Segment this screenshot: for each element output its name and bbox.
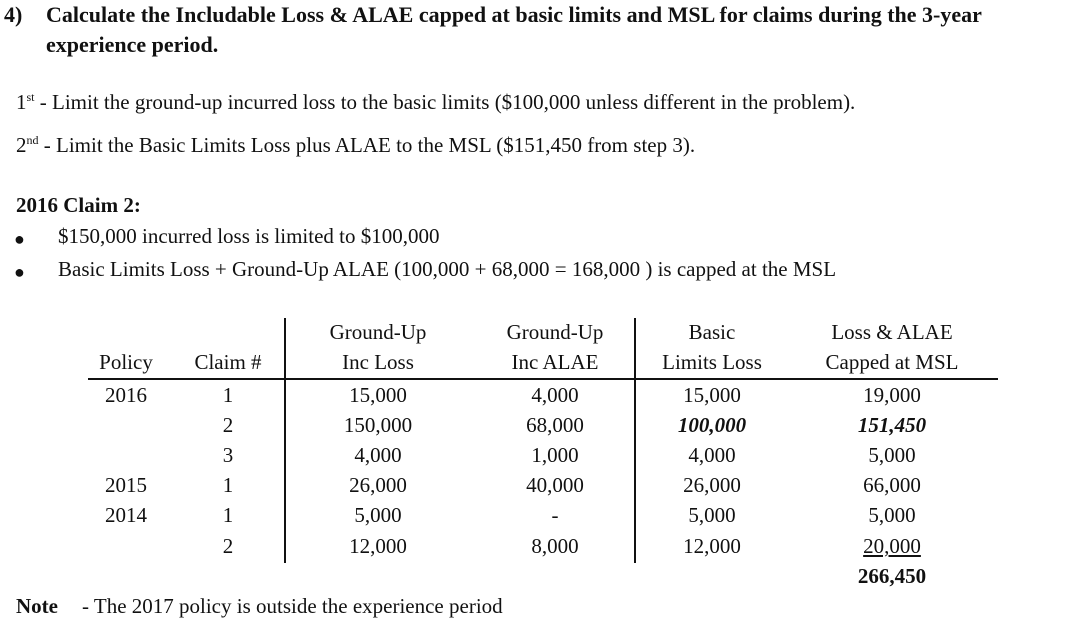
column-divider [284, 318, 286, 563]
cell-policy: 2016 [105, 383, 147, 407]
header-claim-number: Claim # [194, 350, 262, 374]
question-text-line2: experience period. [46, 32, 219, 57]
bullet-icon: ● [14, 229, 25, 249]
cell-basic-loss: 5,000 [688, 503, 736, 527]
cell-gu-alae: 4,000 [531, 383, 579, 407]
cell-basic-loss: 15,000 [683, 383, 741, 407]
step-1-text: - Limit the ground-up incurred loss to t… [34, 90, 856, 114]
cell-gu-loss: 12,000 [349, 534, 407, 558]
cell-claim: 2 [222, 413, 234, 437]
cell-gu-alae: 40,000 [526, 473, 584, 497]
cell-capped: 5,000 [868, 503, 916, 527]
cell-claim: 2 [222, 534, 234, 558]
cell-gu-loss: 5,000 [354, 503, 402, 527]
cell-policy: 2015 [105, 473, 147, 497]
header-basic-line2: Limits Loss [662, 350, 762, 374]
step-2-ordinal: 2 [16, 133, 27, 157]
cell-capped: 5,000 [868, 443, 916, 467]
cell-gu-alae: 8,000 [531, 534, 579, 558]
step-1: 1st - Limit the ground-up incurred loss … [16, 90, 855, 115]
step-2-text: - Limit the Basic Limits Loss plus ALAE … [38, 133, 696, 157]
cell-capped: 66,000 [863, 473, 921, 497]
claim-heading: 2016 Claim 2: [16, 193, 141, 217]
question-number: 4) [4, 2, 23, 27]
note-text: - The 2017 policy is outside the experie… [82, 594, 503, 618]
cell-capped-msl: 151,450 [857, 413, 927, 437]
bullet-icon: ● [14, 262, 25, 282]
cell-gu-alae: 1,000 [531, 443, 579, 467]
cell-capped: 19,000 [863, 383, 921, 407]
header-gu-alae-line1: Ground-Up [506, 320, 604, 344]
table-total: 266,450 [857, 564, 927, 588]
step-2-suffix: nd [26, 133, 39, 147]
cell-capped: 20,000 [863, 534, 921, 558]
bullet-item-1: $150,000 incurred loss is limited to $10… [58, 224, 440, 248]
header-gu-loss-line2: Inc Loss [342, 350, 414, 374]
cell-gu-loss: 26,000 [349, 473, 407, 497]
step-1-suffix: st [26, 90, 35, 104]
question-text-line1: Calculate the Includable Loss & ALAE cap… [46, 2, 982, 27]
step-2: 2nd - Limit the Basic Limits Loss plus A… [16, 133, 695, 158]
header-basic-line1: Basic [688, 320, 736, 344]
cell-claim: 3 [222, 443, 234, 467]
cell-claim: 1 [222, 473, 234, 497]
cell-claim: 1 [222, 503, 234, 527]
cell-basic-loss-limited: 100,000 [677, 413, 747, 437]
cell-policy: 2014 [105, 503, 147, 527]
cell-gu-alae: 68,000 [526, 413, 584, 437]
bullet-item-2: Basic Limits Loss + Ground-Up ALAE (100,… [58, 257, 837, 281]
header-gu-loss-line1: Ground-Up [329, 320, 427, 344]
cell-gu-loss: 15,000 [349, 383, 407, 407]
step-1-ordinal: 1 [16, 90, 27, 114]
header-capped-line2: Capped at MSL [825, 350, 959, 374]
header-policy: Policy [99, 350, 153, 374]
cell-basic-loss: 12,000 [683, 534, 741, 558]
cell-basic-loss: 26,000 [683, 473, 741, 497]
header-gu-alae-line2: Inc ALAE [511, 350, 599, 374]
column-divider [634, 318, 636, 563]
cell-gu-loss: 150,000 [343, 413, 413, 437]
cell-gu-alae: - [551, 503, 559, 527]
cell-basic-loss: 4,000 [688, 443, 736, 467]
cell-gu-loss: 4,000 [354, 443, 402, 467]
header-divider [88, 378, 998, 380]
header-capped-line1: Loss & ALAE [831, 320, 953, 344]
cell-claim: 1 [222, 383, 234, 407]
note-label: Note [16, 594, 58, 618]
